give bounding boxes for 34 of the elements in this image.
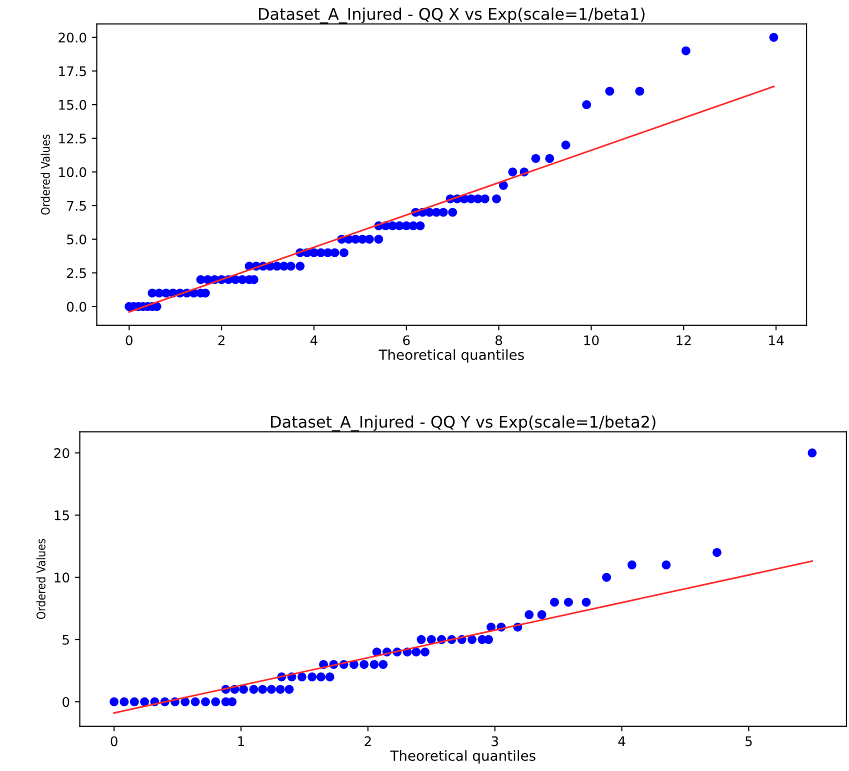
x-tick-label: 5 (746, 736, 752, 746)
x-tick-label: 0 (110, 736, 118, 746)
y-tick-label: 17.5 (59, 66, 86, 76)
y-tick-label: 10.0 (59, 167, 86, 178)
y-tick-label: 5 (62, 634, 69, 645)
x-tick-label: 2 (364, 736, 371, 746)
x-tick-label: 8 (496, 335, 502, 346)
y-tick-label: 0.0 (66, 302, 86, 312)
x-tick-label: 12 (676, 335, 691, 346)
x-tick-label: 10 (584, 335, 599, 346)
y-tick-label: 20 (54, 448, 70, 458)
y-tick-label: 0 (62, 696, 70, 707)
x-tick-label: 3 (492, 736, 498, 746)
chart-title: Dataset_A_Injured - QQ Y vs Exp(scale=1/beta2) (271, 415, 656, 432)
y-axis-title: Ordered Values (36, 538, 46, 619)
y-axis-title: Ordered Values (40, 134, 50, 215)
y-tick-label: 15.0 (59, 100, 86, 110)
chart-title: Dataset_A_Injured - QQ X vs Exp(scale=1/beta1) (259, 8, 645, 24)
x-tick-label: 14 (769, 335, 784, 346)
x-axis-title: Theoretical quantiles (378, 349, 524, 363)
y-tick-label: 12.5 (59, 134, 86, 144)
x-tick-label: 0 (126, 335, 132, 346)
x-tick-label: 4 (618, 736, 626, 746)
y-tick-label: 2.5 (67, 268, 86, 278)
y-tick-label: 20.0 (58, 32, 86, 43)
y-tick-label: 10 (54, 572, 70, 583)
x-tick-label: 4 (310, 335, 318, 346)
y-tick-label: 15 (54, 510, 69, 520)
x-axis-title: Theoretical quantiles (390, 750, 536, 764)
x-tick-label: 2 (218, 335, 224, 346)
y-tick-label: 5.0 (67, 234, 86, 244)
x-tick-label: 6 (403, 335, 410, 346)
x-tick-label: 1 (238, 736, 244, 746)
y-tick-label: 7.5 (67, 200, 86, 211)
